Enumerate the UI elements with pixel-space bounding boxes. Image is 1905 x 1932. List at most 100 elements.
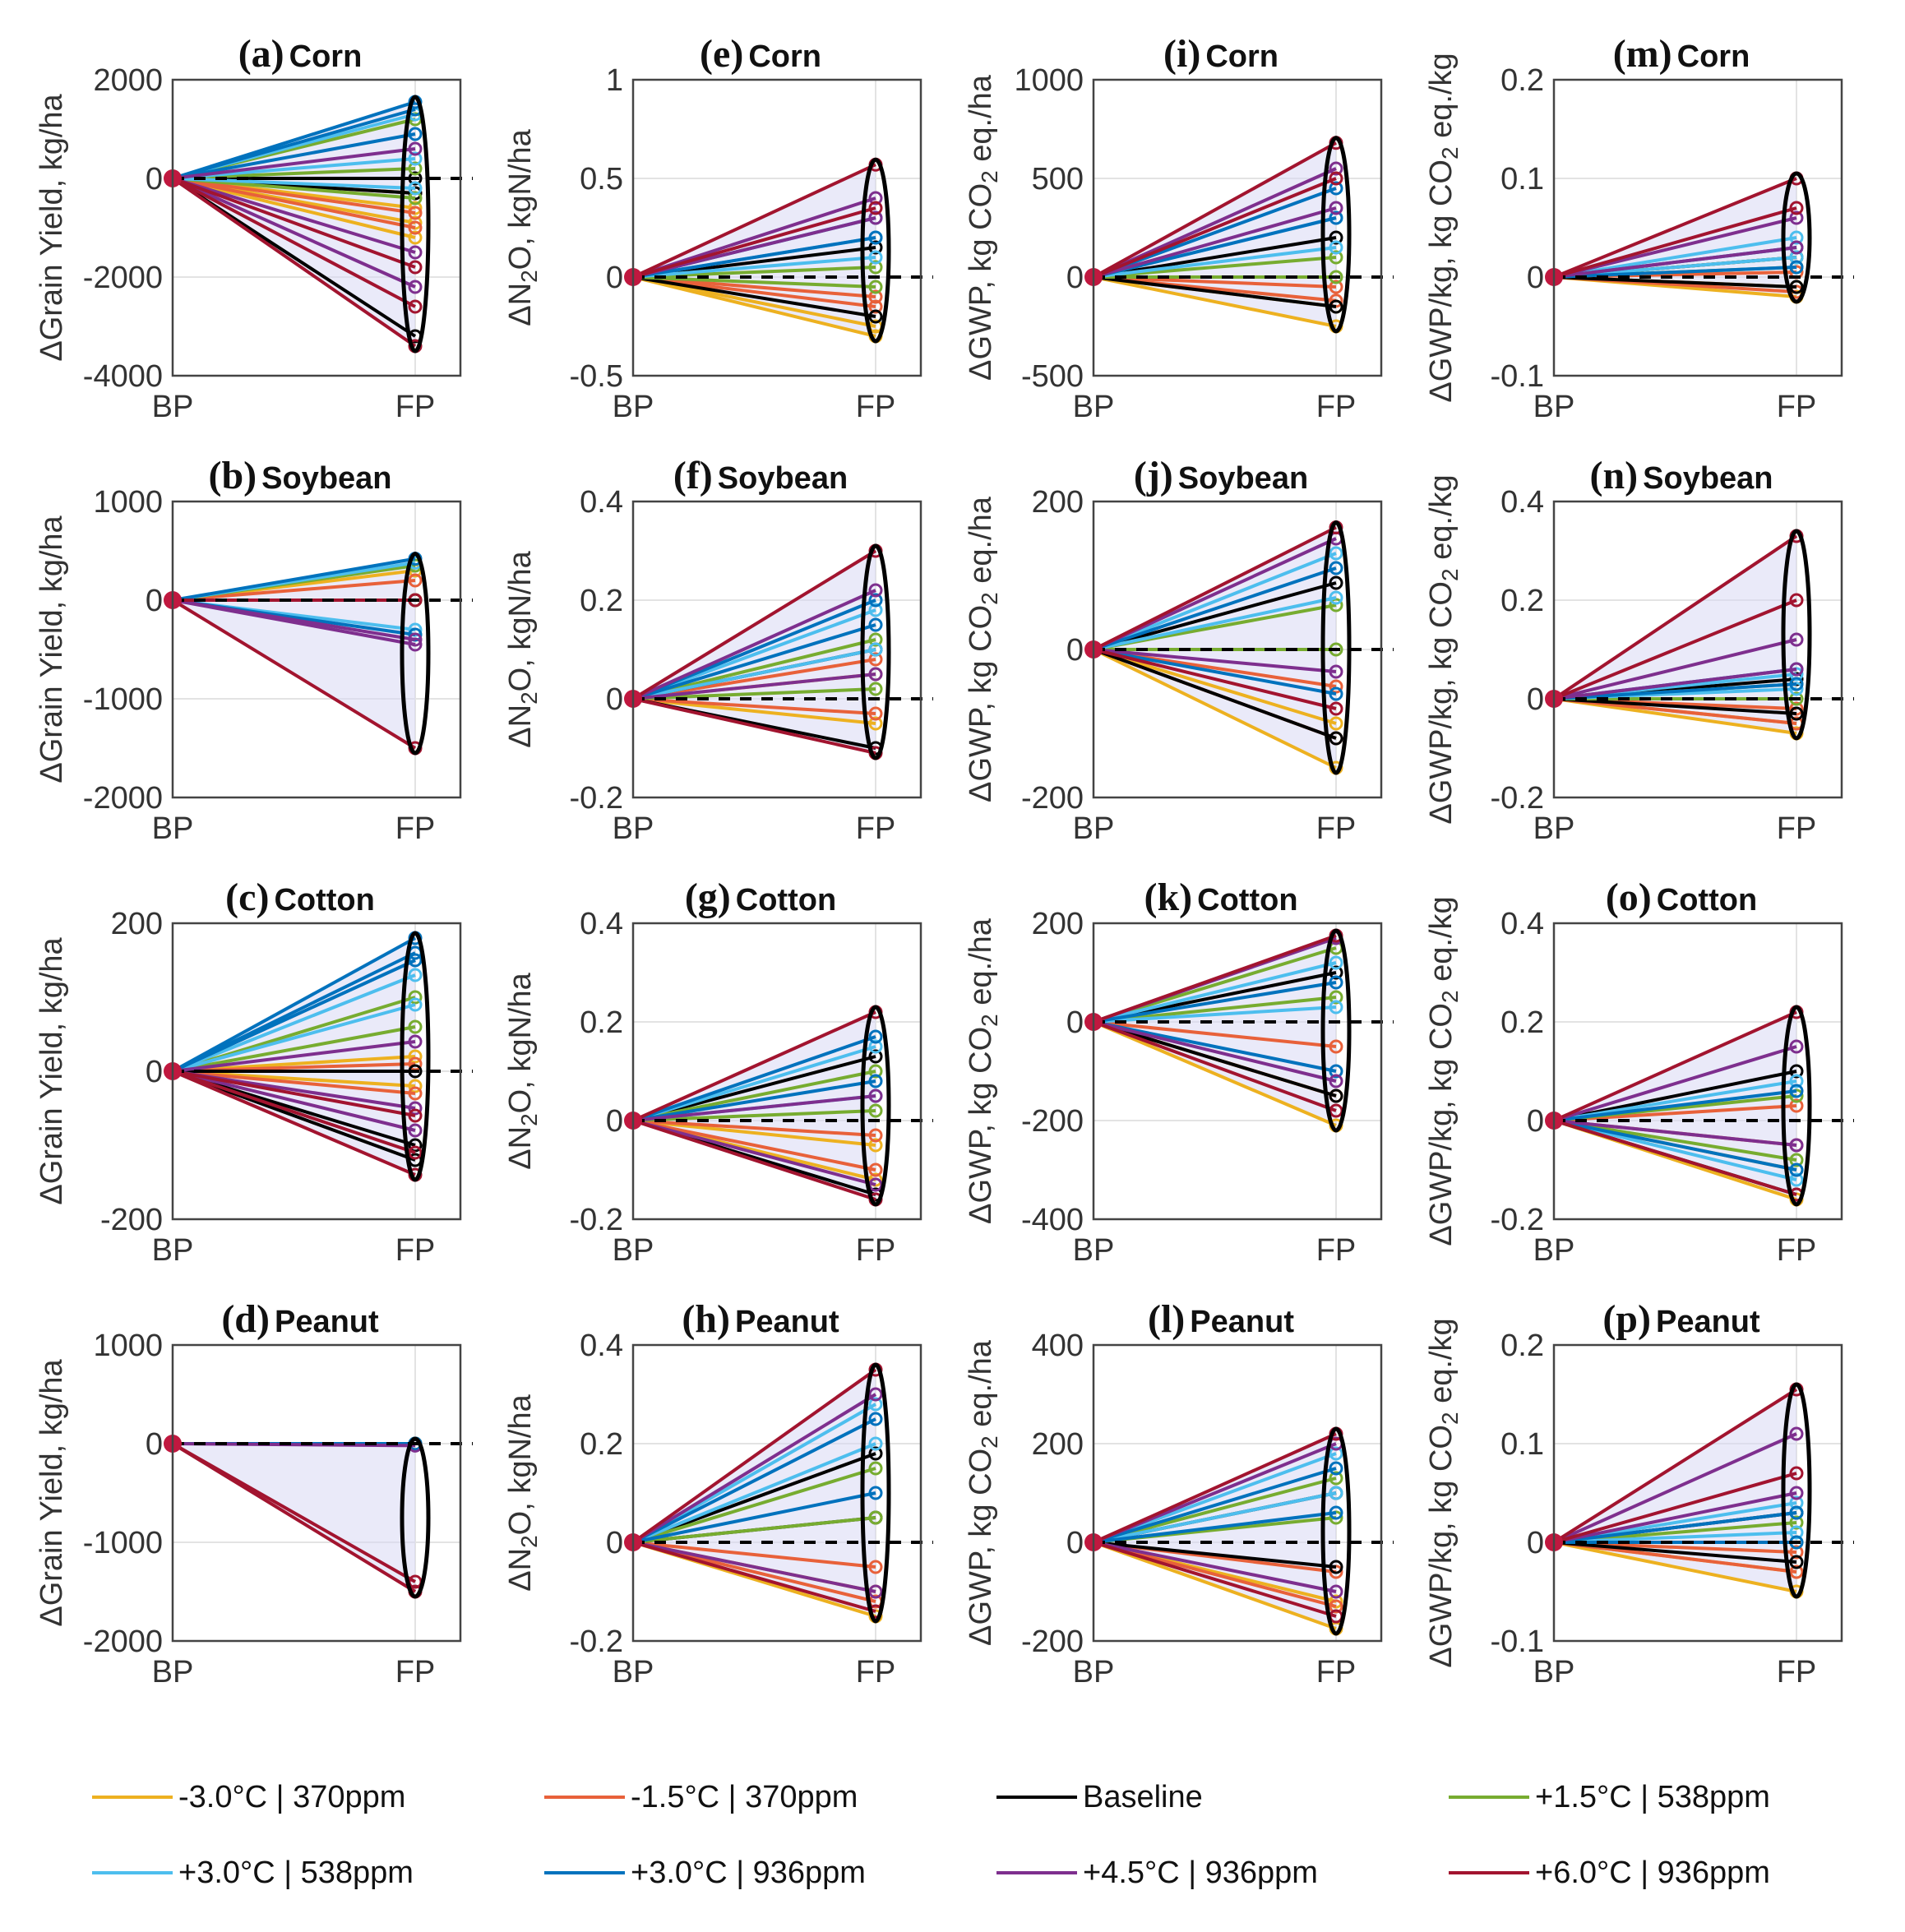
series-marker [1789, 662, 1804, 677]
series-marker [1329, 1510, 1343, 1525]
range-fill [1094, 527, 1336, 768]
series-line [1553, 682, 1797, 700]
series-marker [408, 299, 423, 314]
series-marker [408, 637, 423, 652]
y-tick-label: -0.1 [1491, 359, 1544, 394]
series-line [1093, 961, 1337, 1024]
y-tick-label: 0.5 [580, 162, 623, 196]
panel-title: (m) Corn [1613, 32, 1750, 76]
series-line [1093, 1491, 1337, 1544]
series-marker [1789, 593, 1804, 608]
y-tick-label: -2000 [83, 261, 163, 295]
series-line [1093, 141, 1337, 279]
panel-e: 1 0.5 0 -0.5BP FP (e) Corn ΔN2O, kgN/ha [503, 32, 933, 424]
series-line [1553, 1511, 1797, 1544]
series-marker [408, 260, 423, 275]
series-marker [868, 1103, 883, 1118]
series-line [631, 1393, 877, 1544]
y-tick-label: -0.2 [570, 781, 623, 816]
y-tick-label: 0 [1527, 261, 1544, 295]
series-marker [868, 1039, 883, 1054]
spread-ellipse [400, 931, 431, 1182]
series-line [1093, 1541, 1337, 1630]
series-line [631, 1368, 877, 1544]
series-line [1093, 1467, 1337, 1544]
panel-o: 0.4 0.2 0 -0.2BP FP (o) Cotton ΔGWP/kg, kg CO2 … [1424, 876, 1854, 1268]
series-marker [1789, 201, 1804, 215]
series-line [1553, 1119, 1797, 1172]
y-tick-label: 0 [1527, 1104, 1544, 1139]
series-line [632, 697, 876, 715]
series-line [172, 959, 416, 1073]
series-line [172, 177, 416, 289]
series-marker [1329, 686, 1343, 701]
y-tick-label: 0 [606, 682, 623, 717]
x-tick-label: BP [152, 1233, 194, 1268]
series-marker [1789, 260, 1804, 275]
series-marker [868, 1486, 883, 1500]
panel-title: (d) Peanut [221, 1297, 379, 1341]
y-tick-label: 0.2 [1500, 63, 1544, 98]
x-tick-label: BP [613, 1655, 654, 1689]
series-marker [1329, 1461, 1343, 1476]
series-line [1553, 1010, 1797, 1122]
series-line [1093, 581, 1337, 651]
series-marker [1329, 664, 1343, 679]
y-tick-label: -200 [1021, 1104, 1084, 1139]
series-marker [1329, 1446, 1343, 1461]
spread-ellipse [1781, 529, 1812, 741]
y-tick-label: 0.2 [1500, 1005, 1544, 1040]
series-line [172, 108, 416, 180]
y-tick-label: 0 [606, 1526, 623, 1560]
y-tick-label: -200 [1021, 1625, 1084, 1659]
series-line [1093, 275, 1337, 328]
series-marker [408, 206, 423, 220]
series-marker [1789, 1565, 1804, 1579]
series-marker [868, 682, 883, 696]
series-marker [1789, 240, 1804, 255]
series-marker [1789, 1039, 1804, 1054]
panel-title: (a) Corn [238, 32, 363, 76]
series-marker [1329, 975, 1343, 990]
series-marker [868, 280, 883, 294]
series-marker [868, 1064, 883, 1079]
series-line [172, 1070, 416, 1154]
y-axis-label: ΔGWP, kg CO2 eq./ha [964, 496, 1002, 802]
x-tick-label: FP [1777, 1233, 1817, 1268]
series-marker [408, 632, 423, 647]
axes-box [1092, 1343, 1383, 1643]
series-marker [1329, 171, 1343, 186]
series-marker [1329, 201, 1343, 215]
spread-ellipse [860, 1005, 891, 1207]
series-marker [1329, 575, 1343, 590]
x-tick-label: FP [1316, 1233, 1357, 1268]
x-tick-label: FP [856, 1655, 896, 1689]
spread-ellipse [1781, 1382, 1812, 1599]
series-line [632, 623, 876, 700]
y-axis-label: ΔN2O, kgN/ha [503, 1394, 542, 1591]
axes-box [1092, 922, 1383, 1221]
series-line [172, 1040, 416, 1073]
y-tick-label: -2000 [83, 1625, 163, 1659]
series-line [172, 177, 416, 254]
series-line [1553, 275, 1797, 289]
panel-title: (g) Cotton [685, 876, 836, 919]
x-tick-label: FP [856, 390, 896, 424]
series-line [1093, 1432, 1337, 1544]
series-marker [868, 250, 883, 265]
series-marker [408, 141, 423, 156]
axes-box [1552, 922, 1843, 1221]
series-marker [1329, 1505, 1343, 1520]
y-tick-label: -2000 [83, 781, 163, 816]
series-marker [868, 1510, 883, 1525]
series-marker [1789, 230, 1804, 245]
series-line [632, 687, 876, 700]
series-line [632, 1035, 876, 1122]
series-marker [1329, 250, 1343, 265]
axes-box [1552, 500, 1843, 799]
y-tick-label: -500 [1021, 359, 1084, 394]
series-marker [868, 1397, 883, 1412]
legend-label: +3.0°C | 936ppm [631, 1856, 866, 1890]
series-line [172, 147, 416, 180]
series-line [172, 177, 416, 269]
